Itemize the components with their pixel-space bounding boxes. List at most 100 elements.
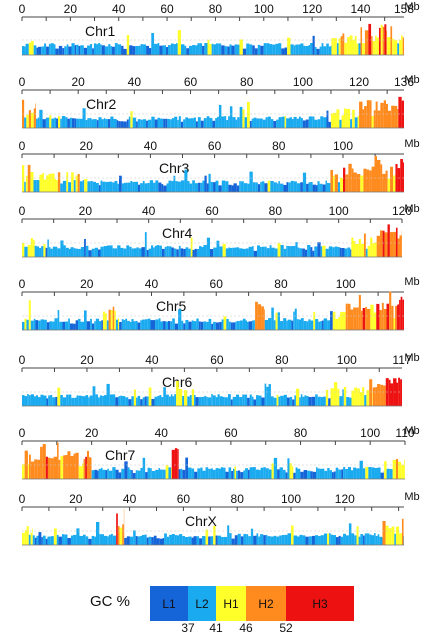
gc-bar xyxy=(178,116,181,128)
gc-region xyxy=(255,301,265,330)
gc-bar xyxy=(144,534,147,545)
gc-bar xyxy=(380,472,384,479)
tick-label: 80 xyxy=(269,204,283,218)
gc-bar xyxy=(83,458,86,479)
gc-bar xyxy=(312,471,317,479)
gc-bar xyxy=(327,533,330,545)
gc-bar xyxy=(310,182,313,192)
chr-panel: 0 20 40 60 80 100 Mb Chr5 xyxy=(19,276,420,331)
gc-bar xyxy=(246,101,250,128)
gc-bar xyxy=(135,470,138,479)
gc-bar xyxy=(286,320,288,330)
gc-bar xyxy=(260,467,264,479)
gc-bar xyxy=(397,168,401,192)
gc-bar xyxy=(151,116,155,128)
gc-bar xyxy=(66,394,69,406)
gc-bar xyxy=(168,246,172,257)
gc-bar xyxy=(289,396,293,406)
gc-bar xyxy=(71,172,74,192)
gc-bar xyxy=(253,399,257,406)
gc-bar xyxy=(199,246,202,257)
gc-bar xyxy=(281,48,285,55)
gc-bar xyxy=(382,230,385,257)
gc-bar xyxy=(219,321,222,330)
gc-bar xyxy=(259,118,263,128)
gc-bar xyxy=(296,183,301,192)
gc-bar xyxy=(162,469,166,479)
gc-bar xyxy=(132,472,136,479)
gc-bar xyxy=(179,534,183,545)
gc-bar xyxy=(82,534,86,545)
gc-bar xyxy=(281,535,285,545)
gc-bar xyxy=(206,116,210,128)
tick-label: 0 xyxy=(19,353,26,367)
gc-bar xyxy=(333,382,338,406)
gc-bar xyxy=(67,451,71,479)
gc-bar xyxy=(166,246,169,257)
gc-bar xyxy=(65,455,68,479)
gc-bar xyxy=(176,381,179,406)
gc-bar xyxy=(183,323,186,330)
gc-bar xyxy=(354,117,358,128)
gc-bar xyxy=(284,116,287,128)
gc-bar xyxy=(55,48,59,55)
gc-bar xyxy=(148,248,151,257)
gc-bar xyxy=(315,185,318,192)
gc-bar xyxy=(210,468,213,479)
gc-bar xyxy=(60,456,64,479)
chromosome-name: ChrX xyxy=(185,513,218,529)
gc-bar xyxy=(82,108,86,128)
gc-bar xyxy=(146,120,148,128)
gc-bar xyxy=(132,117,137,128)
gc-bar xyxy=(187,396,190,406)
gc-bar xyxy=(130,180,133,192)
gc-region xyxy=(397,159,404,192)
gc-bar xyxy=(38,320,41,330)
gc-bar xyxy=(209,43,212,55)
gc-bar xyxy=(118,121,121,128)
gc-bar xyxy=(268,384,271,406)
gc-bar xyxy=(379,310,382,330)
gc-bar xyxy=(358,536,361,545)
gc-bar xyxy=(301,318,304,330)
gc-bar xyxy=(201,396,205,406)
gc-bar xyxy=(60,240,64,257)
gc-bar xyxy=(147,183,150,192)
gc-bar xyxy=(108,309,111,330)
gc-bar xyxy=(364,30,369,55)
gc-bar xyxy=(102,469,106,479)
gc-bar xyxy=(83,47,88,55)
gc-bar xyxy=(255,301,258,330)
gc-bar xyxy=(95,394,99,406)
gc-bar xyxy=(386,30,388,55)
gc-bar xyxy=(168,396,171,406)
chromosome-name: Chr2 xyxy=(86,96,117,112)
gc-bar xyxy=(225,248,229,257)
gc-bar xyxy=(70,535,74,545)
gc-bar xyxy=(213,182,216,192)
gc-bar xyxy=(369,534,372,545)
gc-bar xyxy=(268,318,272,330)
gc-bar xyxy=(380,164,383,192)
gc-bar xyxy=(335,467,339,479)
gc-region xyxy=(79,169,327,192)
gc-bar xyxy=(166,536,170,545)
gc-bar xyxy=(211,394,213,406)
gc-bar xyxy=(389,232,394,257)
gc-bar xyxy=(379,536,383,545)
chromosome-name: Chr3 xyxy=(159,160,190,176)
gc-bar xyxy=(322,396,326,406)
gc-bar xyxy=(255,182,258,192)
gc-bar xyxy=(291,320,294,330)
chr-panel: 0 20 40 60 80 100 Mb Chr3 xyxy=(19,138,420,193)
gc-bar xyxy=(45,538,48,545)
gc-bar xyxy=(323,318,328,330)
gc-bar xyxy=(65,247,69,257)
gc-bar xyxy=(146,537,149,545)
gc-bar xyxy=(316,48,320,55)
gc-bar xyxy=(129,321,132,330)
gc-bar xyxy=(243,533,247,545)
gc-bar xyxy=(52,246,55,257)
gc-bar xyxy=(74,45,77,55)
